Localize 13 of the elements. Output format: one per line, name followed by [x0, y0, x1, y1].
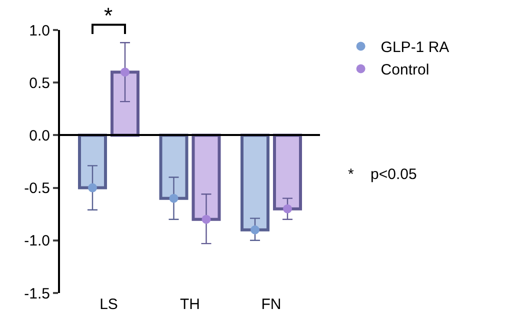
text: * [104, 3, 113, 28]
y-tick-label: -0.5 [24, 180, 50, 198]
text: * p<0.05 [348, 166, 417, 183]
legend-label: GLP-1 RA [380, 39, 450, 56]
y-tick-label: -1.5 [24, 285, 50, 302]
x-tick-label: LS [100, 296, 118, 313]
y-tick-label: 0.5 [29, 74, 50, 92]
y-tick-label: -1.0 [24, 232, 50, 250]
legend-label: Control [380, 62, 430, 79]
y-tick-label: 0.0 [29, 127, 50, 144]
x-tick-label: TH [180, 296, 200, 313]
x-tick-label: FN [261, 296, 282, 313]
y-tick-label: 1.0 [29, 22, 50, 40]
